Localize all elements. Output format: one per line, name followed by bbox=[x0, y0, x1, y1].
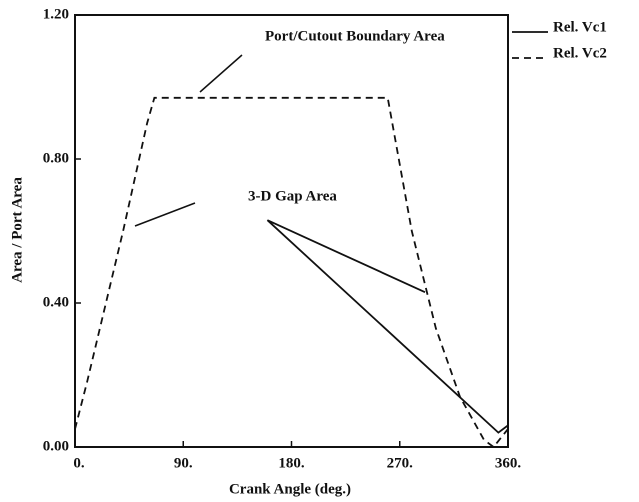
y-axis-title: Area / Port Area bbox=[9, 177, 25, 283]
x-tick-label: 0. bbox=[73, 455, 85, 471]
line bbox=[74, 96, 509, 449]
y-tick-label: 0.40 bbox=[43, 294, 69, 310]
legend-label: Rel. Vc1 bbox=[553, 19, 607, 35]
y-tick-label: 0.00 bbox=[43, 438, 69, 454]
annotation: Port/Cutout Boundary Area bbox=[265, 28, 445, 44]
y-tick-label: 1.20 bbox=[43, 6, 69, 22]
x-tick-label: 180. bbox=[278, 455, 305, 471]
x-tick-label: 360. bbox=[495, 455, 522, 471]
legend-label: Rel. Vc2 bbox=[553, 45, 607, 61]
x-tick-label: 270. bbox=[387, 455, 414, 471]
x-axis-title: Crank Angle (deg.) bbox=[229, 481, 351, 497]
leader-line bbox=[134, 202, 196, 227]
line bbox=[266, 219, 509, 434]
y-tick-label: 0.80 bbox=[43, 150, 69, 166]
leader-line bbox=[199, 54, 243, 93]
annotation: 3-D Gap Area bbox=[248, 188, 337, 204]
x-tick-label: 90. bbox=[174, 455, 193, 471]
